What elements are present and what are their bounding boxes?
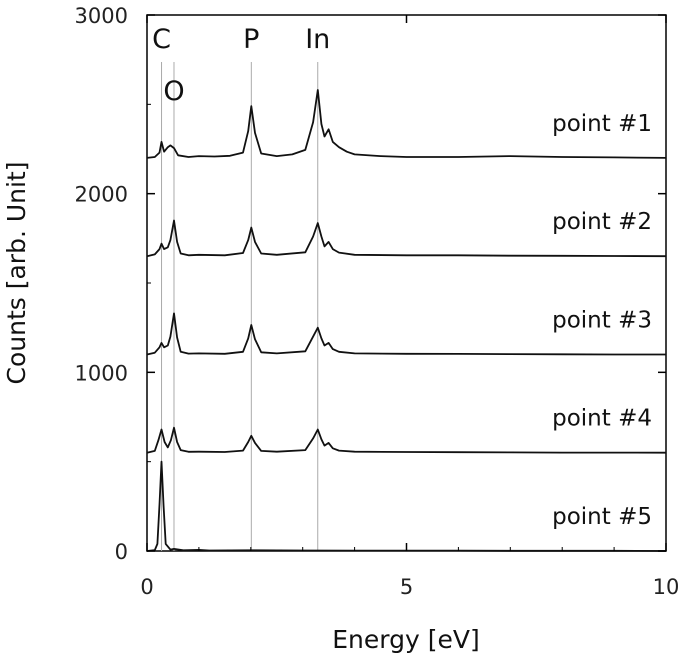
- reference-labels: CO P In: [152, 24, 330, 107]
- series-line-point-4: [146, 426, 667, 454]
- y-tick-label: 0: [115, 540, 128, 564]
- y-tick-label: 2000: [75, 183, 128, 207]
- series-line-point-1: [146, 89, 667, 159]
- x-tick-label: 5: [400, 575, 413, 599]
- series-label-point-2: point #2: [552, 209, 652, 235]
- reference-label-c: C: [152, 24, 171, 55]
- y-tick-label: 1000: [75, 361, 128, 385]
- reference-lines: [161, 62, 319, 551]
- ticks-group: 0 5 10 0 1000 2000 3000: [75, 4, 680, 599]
- x-tick-label: 0: [140, 575, 153, 599]
- y-axis-title: Counts [arb. Unit]: [2, 162, 31, 385]
- plot-frame: [146, 14, 667, 552]
- series-label-point-1: point #1: [552, 111, 652, 137]
- series-label-point-3: point #3: [552, 307, 652, 333]
- reference-label-p: P: [243, 24, 259, 55]
- series-label-point-4: point #4: [552, 406, 652, 432]
- series-line-point-3: [146, 312, 666, 356]
- x-tick-label: 10: [653, 575, 680, 599]
- series-line-point-2: [146, 219, 667, 258]
- reference-label-o: O: [163, 76, 184, 107]
- reference-label-in: In: [305, 24, 330, 55]
- x-axis-title: Energy [eV]: [332, 625, 479, 654]
- series-label-point-5: point #5: [552, 504, 652, 530]
- series-labels: point #1 point #2 point #3 point #4 point #5: [552, 111, 652, 530]
- y-tick-label: 3000: [75, 4, 128, 28]
